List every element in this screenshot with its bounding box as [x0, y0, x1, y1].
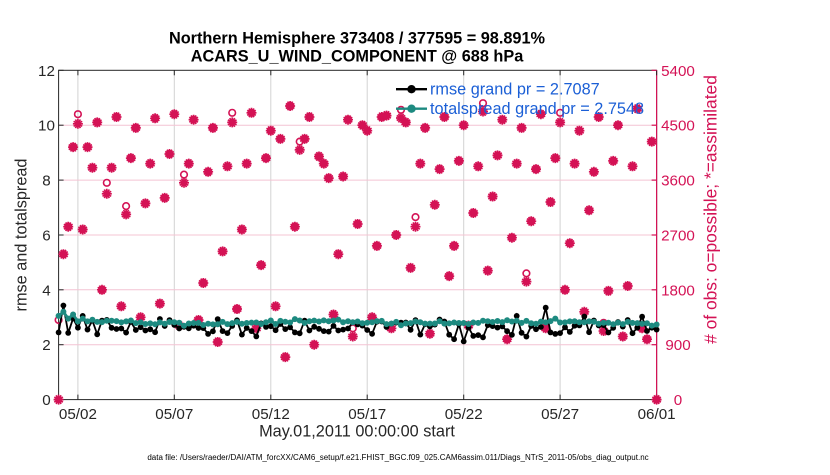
svg-text:1800: 1800: [661, 282, 695, 299]
svg-text:10: 10: [38, 118, 55, 135]
svg-text:2700: 2700: [661, 228, 695, 245]
svg-text:May.01,2011 00:00:00 start: May.01,2011 00:00:00 start: [259, 423, 455, 441]
svg-text:2: 2: [42, 337, 50, 354]
svg-text:05/07: 05/07: [155, 406, 193, 423]
svg-text:12: 12: [38, 63, 55, 80]
svg-text:0: 0: [674, 392, 682, 409]
svg-text:900: 900: [665, 337, 690, 354]
svg-text:0: 0: [42, 392, 50, 409]
svg-text:6: 6: [42, 228, 50, 245]
svg-text:rmse grand pr = 2.7087: rmse grand pr = 2.7087: [430, 80, 600, 98]
svg-text:8: 8: [42, 173, 50, 190]
svg-text:totalspread grand pr = 2.7548: totalspread grand pr = 2.7548: [430, 100, 644, 118]
svg-text:05/27: 05/27: [541, 406, 579, 423]
svg-text:05/22: 05/22: [445, 406, 483, 423]
svg-text:ACARS_U_WIND_COMPONENT @ 688 h: ACARS_U_WIND_COMPONENT @ 688 hPa: [191, 48, 524, 66]
svg-text:rmse and totalspread: rmse and totalspread: [13, 159, 31, 312]
svg-text:4500: 4500: [661, 118, 695, 135]
svg-text:05/02: 05/02: [59, 406, 97, 423]
svg-text:3600: 3600: [661, 173, 695, 190]
svg-text:05/12: 05/12: [252, 406, 290, 423]
svg-text:# of obs: o=possible; *=assimi: # of obs: o=possible; *=assimilated: [701, 75, 721, 344]
svg-text:data file: /Users/raeder/DAI/A: data file: /Users/raeder/DAI/ATM_forcXX/…: [147, 453, 648, 462]
svg-text:Northern Hemisphere 373408 / 3: Northern Hemisphere 373408 / 377595 = 98…: [169, 30, 546, 48]
svg-text:05/17: 05/17: [348, 406, 386, 423]
svg-text:5400: 5400: [661, 63, 695, 80]
svg-text:06/01: 06/01: [638, 406, 676, 423]
svg-text:4: 4: [42, 282, 50, 299]
